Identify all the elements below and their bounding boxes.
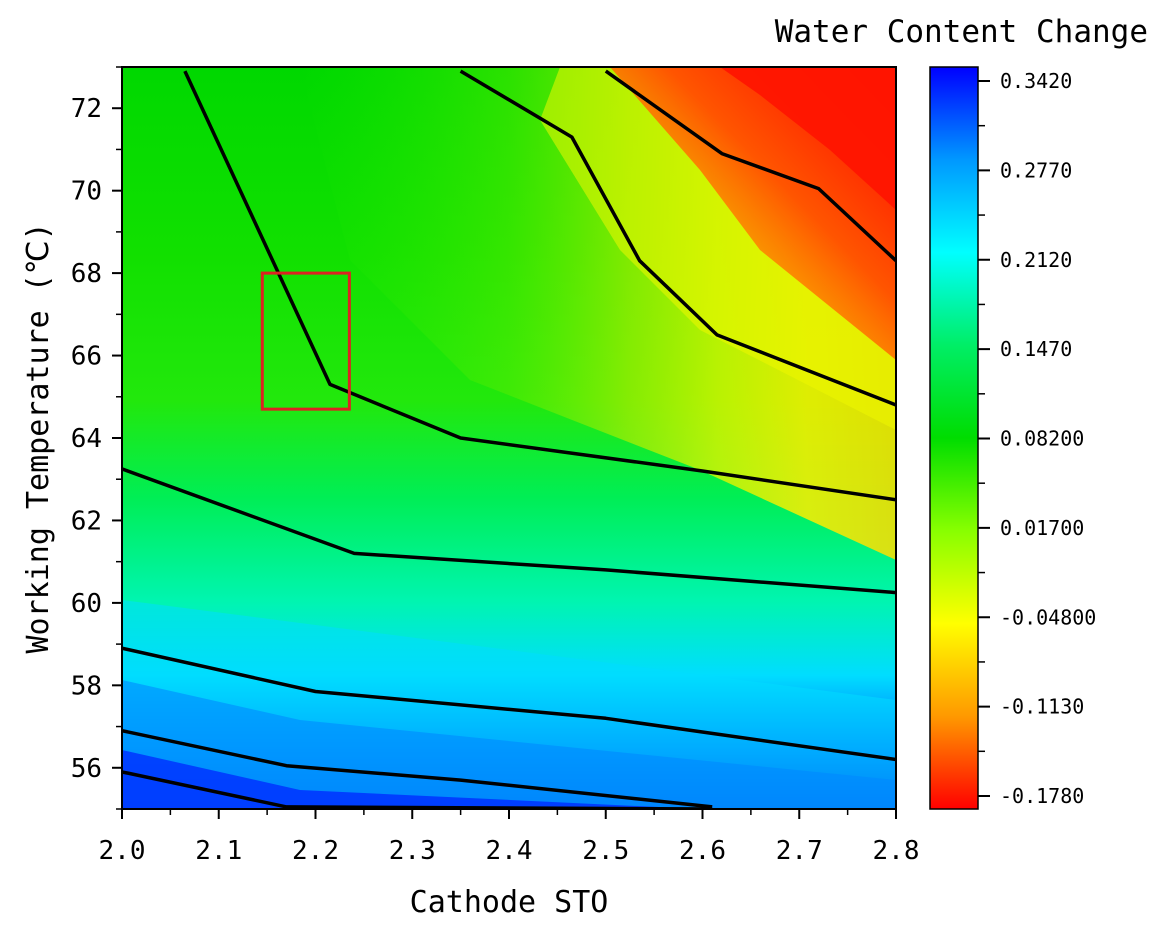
x-axis-title: Cathode STO [410,885,609,920]
colorbar-tick-label: -0.1780 [1000,784,1084,808]
x-tick-label: 2.3 [389,836,436,866]
y-tick-label: 68 [71,259,102,289]
colorbar-gradient [929,66,979,810]
x-axis: 2.0 2.1 2.2 2.3 2.4 2.5 2.6 2.7 2.8 [99,809,920,866]
colorbar-ticks: 0.3420 0.2770 0.2120 0.1470 0.08200 0.01700 -0… [978,69,1096,808]
x-tick-label: 2.2 [292,836,339,866]
field-deep-blue [122,750,700,809]
y-tick-label: 66 [71,342,102,372]
x-tick-label: 2.4 [486,836,533,866]
colorbar: 0.3420 0.2770 0.2120 0.1470 0.08200 0.01700 -0… [929,66,1096,810]
colorbar-tick-label: -0.1130 [1000,695,1084,719]
contour-line [459,69,896,407]
x-tick-label: 2.5 [582,836,629,866]
x-tick-label: 2.8 [873,836,920,866]
contour-line [122,467,896,595]
x-tick-label: 2.7 [776,836,823,866]
colorbar-tick-label: 0.3420 [1000,69,1072,93]
y-tick-label: 58 [71,671,102,701]
y-tick-label: 64 [71,424,102,454]
highlight-rectangle [260,271,351,411]
y-tick-label: 70 [71,177,102,207]
contour-line [122,728,713,809]
contour-line [604,69,896,262]
contour-lines [122,69,896,809]
colorbar-tick-label: 0.2770 [1000,158,1072,182]
y-tick-label: 62 [71,506,102,536]
field-blue-band [122,680,896,809]
x-tick-label: 2.0 [99,836,146,866]
y-tick-label: 56 [71,754,102,784]
plot-area [122,67,896,809]
x-tick-label: 2.6 [679,836,726,866]
colorbar-title: Water Content Change [775,14,1148,50]
y-axis: 56 58 60 62 64 66 68 70 72 [71,66,122,810]
colorbar-tick-label: -0.04800 [1000,605,1096,629]
colorbar-tick-label: 0.01700 [1000,516,1084,540]
colorbar-tick-label: 0.1470 [1000,337,1072,361]
x-tick-label: 2.1 [195,836,242,866]
y-tick-label: 60 [71,589,102,619]
y-tick-label: 72 [71,94,102,124]
field-red-region [720,67,896,210]
contour-line [183,70,896,502]
contour-line [122,646,896,762]
colorbar-tick-label: 0.08200 [1000,427,1084,451]
y-axis-title: Working Temperature (℃) [21,222,56,653]
colorbar-tick-label: 0.2120 [1000,248,1072,272]
annotations [260,271,351,411]
